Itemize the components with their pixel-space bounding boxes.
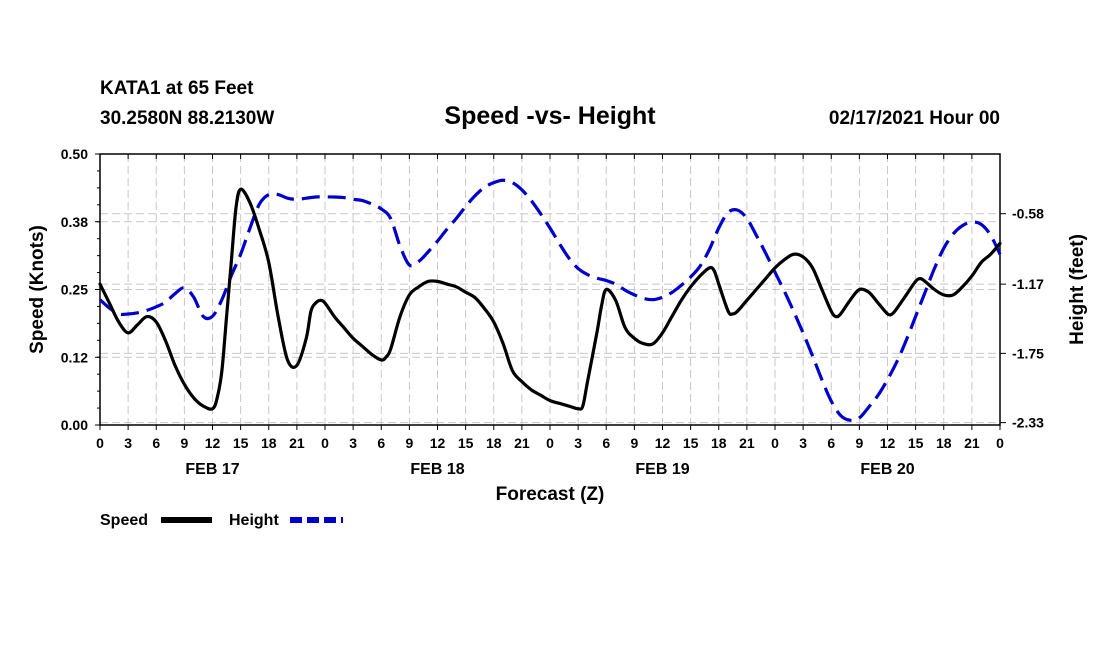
x-tick-label: 9 — [180, 435, 188, 451]
y-right-tick-label: -2.33 — [1012, 415, 1044, 431]
x-tick-label: 18 — [936, 435, 952, 451]
x-tick-label: 18 — [711, 435, 727, 451]
y-left-axis-label: Speed (Knots) — [27, 225, 48, 354]
x-tick-label: 21 — [964, 435, 980, 451]
x-tick-label: 3 — [574, 435, 582, 451]
axis-ticks: 0 3 6 9 12 15 18 21 0 3 6 9 12 15 18 21 0 3 6 9 12 15 18 21 0 3 6 9… — [61, 146, 1044, 478]
x-tick-label: 12 — [880, 435, 896, 451]
x-tick-label: 6 — [152, 435, 160, 451]
legend: Speed Height — [100, 512, 343, 529]
x-tick-label: 0 — [996, 435, 1004, 451]
grid-lines — [100, 154, 1000, 425]
x-tick-label: 12 — [430, 435, 446, 451]
y-right-tick-label: -1.75 — [1012, 345, 1044, 361]
x-tick-label: 15 — [908, 435, 924, 451]
x-tick-label: 9 — [855, 435, 863, 451]
x-tick-label: 3 — [349, 435, 357, 451]
day-label: FEB 18 — [410, 461, 464, 478]
x-axis-label: Forecast (Z) — [496, 484, 605, 505]
x-tick-label: 6 — [377, 435, 385, 451]
x-tick-label: 12 — [205, 435, 221, 451]
x-tick-label: 0 — [771, 435, 779, 451]
height-series-line — [98, 178, 1002, 422]
y-right-tick-label: -0.58 — [1012, 206, 1044, 222]
legend-speed-label: Speed — [100, 512, 148, 529]
station-label: KATA1 at 65 Feet — [100, 78, 254, 99]
x-tick-label: 15 — [683, 435, 699, 451]
x-tick-label: 0 — [321, 435, 329, 451]
x-tick-label: 21 — [739, 435, 755, 451]
x-tick-label: 15 — [458, 435, 474, 451]
day-label: FEB 17 — [185, 461, 239, 478]
chart-title: Speed -vs- Height — [444, 102, 656, 130]
y-right-tick-label: -1.17 — [1012, 276, 1044, 292]
x-tick-label: 9 — [630, 435, 638, 451]
x-tick-label: 15 — [233, 435, 249, 451]
y-left-tick-label: 0.00 — [61, 417, 88, 433]
x-tick-label: 18 — [261, 435, 277, 451]
x-tick-label: 21 — [289, 435, 305, 451]
y-right-axis-label: Height (feet) — [1067, 234, 1088, 345]
x-tick-label: 18 — [486, 435, 502, 451]
y-left-tick-label: 0.25 — [61, 282, 88, 298]
x-tick-label: 3 — [799, 435, 807, 451]
x-tick-label: 6 — [602, 435, 610, 451]
x-tick-label: 0 — [96, 435, 104, 451]
day-label: FEB 19 — [635, 461, 689, 478]
coords-label: 30.2580N 88.2130W — [100, 108, 274, 129]
speed-series-line — [98, 187, 1002, 411]
x-tick-label: 6 — [827, 435, 835, 451]
x-tick-label: 9 — [405, 435, 413, 451]
legend-height-label: Height — [229, 512, 279, 529]
x-tick-label: 0 — [546, 435, 554, 451]
x-tick-label: 12 — [655, 435, 671, 451]
x-tick-label: 3 — [124, 435, 132, 451]
day-label: FEB 20 — [860, 461, 914, 478]
y-left-tick-label: 0.12 — [61, 349, 88, 365]
series-lines — [98, 178, 1002, 422]
y-left-tick-label: 0.38 — [61, 214, 88, 230]
run-label: 02/17/2021 Hour 00 — [829, 108, 1000, 129]
x-tick-label: 21 — [514, 435, 530, 451]
y-left-tick-label: 0.50 — [61, 146, 88, 162]
